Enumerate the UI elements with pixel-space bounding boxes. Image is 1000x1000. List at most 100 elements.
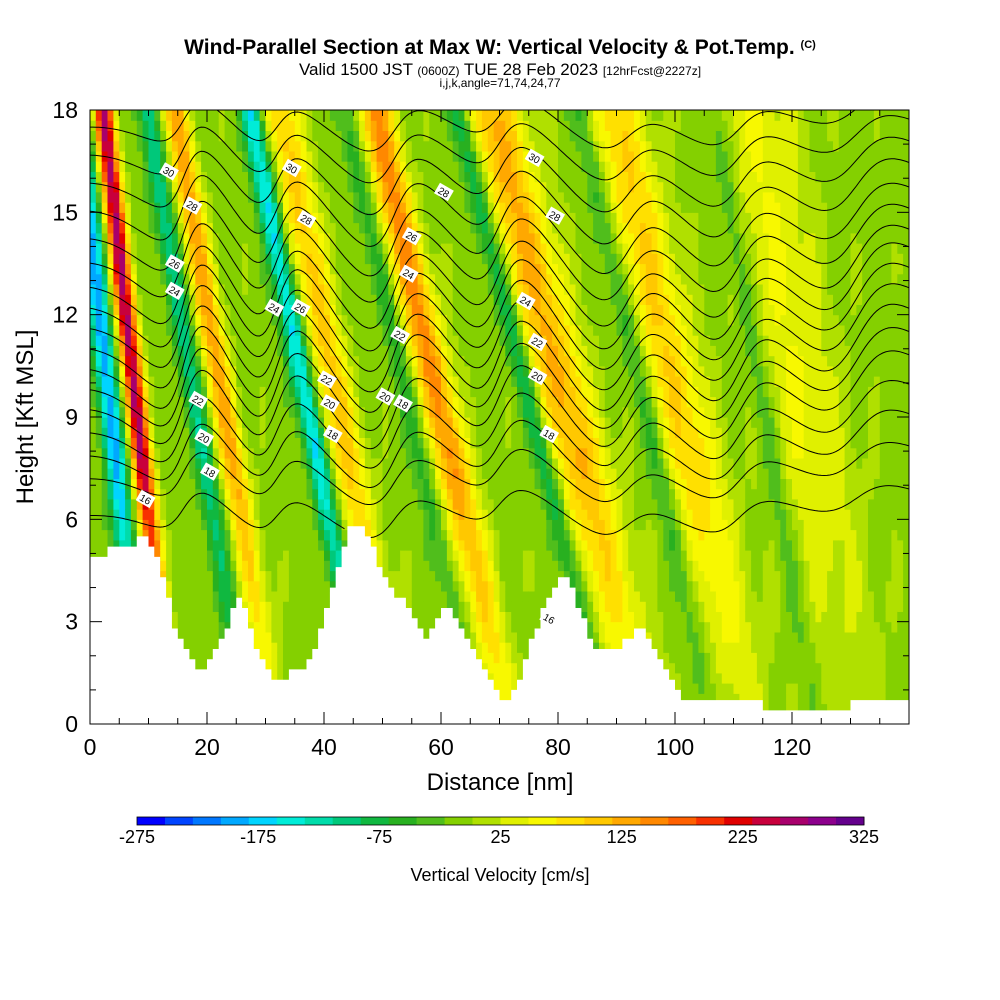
velocity-cell (499, 498, 506, 510)
velocity-cell (411, 294, 419, 305)
velocity-cell (265, 263, 272, 275)
velocity-cell (517, 550, 524, 561)
velocity-cell (248, 498, 255, 510)
velocity-cell (212, 294, 220, 305)
velocity-cell (546, 273, 553, 285)
velocity-cell (136, 284, 144, 295)
velocity-cell (493, 580, 501, 592)
velocity-cell (540, 324, 547, 336)
velocity-cell (452, 519, 460, 531)
velocity-cell (148, 243, 155, 254)
velocity-cell (201, 386, 208, 398)
velocity-cell (283, 171, 290, 183)
velocity-cell (505, 591, 512, 602)
velocity-cell (119, 509, 126, 520)
velocity-cell (364, 335, 372, 346)
velocity-cell (493, 110, 501, 121)
velocity-cell (359, 488, 366, 500)
velocity-cell (341, 120, 348, 131)
velocity-cell (171, 130, 179, 142)
velocity-cell (324, 181, 331, 193)
velocity-cell (470, 427, 477, 438)
velocity-cell (458, 324, 465, 336)
velocity-cell (452, 580, 460, 592)
velocity-cell (505, 304, 512, 316)
velocity-cell (201, 130, 208, 142)
velocity-cell (119, 120, 126, 131)
velocity-cell (154, 171, 161, 183)
velocity-cell (189, 345, 196, 357)
velocity-cell (212, 263, 220, 275)
velocity-cell (522, 284, 530, 295)
velocity-cell (441, 591, 448, 602)
velocity-cell (201, 621, 208, 633)
velocity-cell (189, 457, 196, 469)
velocity-cell (189, 550, 196, 561)
velocity-cell (242, 222, 249, 234)
velocity-cell (429, 376, 436, 387)
velocity-cell (505, 191, 512, 203)
velocity-cell (212, 488, 220, 500)
velocity-cell (335, 539, 343, 551)
velocity-cell (277, 498, 284, 510)
velocity-cell (253, 457, 261, 469)
velocity-cell (230, 191, 237, 203)
velocity-cell (212, 498, 220, 510)
velocity-cell (300, 488, 307, 500)
velocity-cell (470, 591, 477, 602)
velocity-cell (481, 406, 489, 418)
velocity-cell (142, 130, 149, 142)
velocity-cell (265, 427, 272, 438)
velocity-cell (294, 273, 302, 285)
velocity-cell (125, 457, 132, 469)
velocity-cell (212, 273, 220, 285)
velocity-cell (236, 529, 243, 541)
velocity-cell (388, 427, 395, 438)
velocity-cell (522, 120, 530, 131)
velocity-cell (458, 243, 465, 254)
velocity-cell (376, 161, 383, 172)
velocity-cell (446, 212, 454, 224)
velocity-cell (306, 580, 313, 592)
velocity-cell (242, 314, 249, 326)
velocity-cell (505, 130, 512, 142)
velocity-cell (113, 324, 120, 336)
velocity-cell (452, 376, 460, 387)
velocity-cell (563, 212, 571, 224)
velocity-cell (212, 417, 220, 428)
velocity-cell (411, 140, 419, 152)
velocity-cell (522, 243, 530, 254)
velocity-cell (224, 253, 231, 265)
velocity-cell (528, 601, 536, 612)
velocity-cell (458, 140, 465, 152)
velocity-cell (335, 386, 343, 398)
velocity-cell (148, 263, 155, 275)
velocity-cell (248, 324, 255, 336)
velocity-cell (318, 396, 325, 408)
velocity-cell (154, 345, 161, 357)
velocity-cell (458, 202, 465, 213)
velocity-cell (189, 601, 196, 612)
velocity-cell (423, 263, 430, 275)
velocity-cell (259, 509, 266, 520)
velocity-cell (212, 110, 220, 121)
velocity-cell (546, 130, 553, 142)
velocity-cell (148, 478, 155, 490)
velocity-cell (505, 294, 512, 305)
velocity-cell (265, 488, 272, 500)
velocity-cell (493, 386, 501, 398)
velocity-cell (441, 120, 448, 131)
velocity-cell (248, 130, 255, 142)
velocity-cell (259, 202, 266, 213)
velocity-cell (195, 181, 202, 193)
velocity-cell (435, 437, 442, 449)
velocity-cell (207, 529, 214, 541)
velocity-cell (148, 181, 155, 193)
velocity-cell (493, 345, 501, 357)
velocity-cell (177, 212, 185, 224)
velocity-cell (312, 324, 319, 336)
velocity-cell (154, 550, 161, 561)
velocity-cell (517, 335, 524, 346)
velocity-cell (242, 376, 249, 387)
velocity-cell (563, 202, 571, 213)
